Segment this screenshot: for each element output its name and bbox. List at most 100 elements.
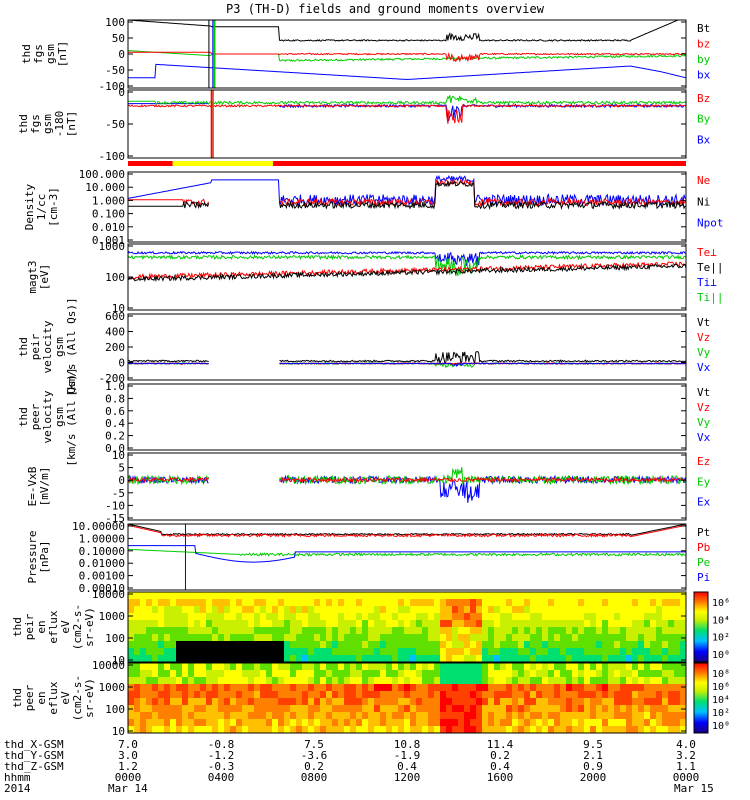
panel-frame [127,243,687,311]
panel-5: 600 400 200 0 -200 thd peir velocity gsm [km/s (A… [17,297,711,396]
y-axis-label: [nT] [65,111,78,138]
panel-10: 10⁸ 10⁶ 10⁴ 10² 10⁰ 10000 1000 100 10 thd peer en ef… [11,659,730,738]
legend-entry: Vx [697,431,711,444]
legend-entry: Pt [697,526,710,539]
x-tick-label: 2.1 [583,749,603,762]
y-tick-label: 10 [112,654,125,667]
x-tick-label: 3.2 [676,749,696,762]
x-tick-label: -0.3 [208,760,235,773]
x-tick-label: 1.2 [118,760,138,773]
y-tick-label: 0 [118,86,125,99]
panel-content [128,592,686,662]
panel-frame [127,452,687,521]
y-tick-label: -50 [105,118,125,131]
y-tick-label: -100 [99,80,126,93]
x-tick-label: -3.6 [301,749,328,762]
legend-entry: Ne [697,174,710,187]
colorbar [693,662,709,734]
legend-entry: Ti⊥ [697,276,717,289]
y-tick-label: 100 [105,632,125,645]
y-tick-label: 1.0 [105,380,125,393]
y-tick-label: -5 [112,487,125,500]
panel-content [128,90,686,158]
legend-entry: Bz [697,92,710,105]
y-tick-label: 0.4 [105,417,125,430]
y-axis-label: E=-VxB [26,466,39,506]
y-tick-label: 0.8 [105,392,125,405]
colorbar-tick-label: 10² [712,633,730,644]
y-tick-label: 0 [118,357,125,370]
y-axis-label: sr-eV) [83,607,96,647]
x-tick-label: 7.5 [304,738,324,751]
y-axis-label: eflux [47,610,60,643]
panel-9: 10⁶ 10⁴ 10² 10⁰ 10000 1000 100 10 thd peir en eflux… [11,588,730,667]
legend-entry: Vz [697,401,710,414]
legend-entry: bx [697,69,711,82]
y-tick-label: 600 [105,310,125,323]
y-tick-label: 0.0 [105,442,125,455]
x-tick-label: 2000 [580,771,607,784]
y-axis-label: velocity [41,390,54,443]
series-line [128,103,686,124]
colorbar-tick-label: 10⁰ [712,721,730,732]
x-row-label: thd_Y-GSM [4,749,64,762]
legend-entry: Vt [697,386,710,399]
colorbar-tick-label: 10² [712,708,730,719]
y-axis-label: fgs [32,44,45,64]
y-axis-label: [nT] [56,41,69,68]
y-axis-label: thd [17,114,30,134]
y-axis-label: Density [23,183,36,230]
y-axis-label: sr-eV) [83,678,96,718]
x-tick-label: 0400 [208,771,235,784]
date-start: Mar 14 [108,782,148,795]
y-axis-label: [cm-3] [47,187,60,227]
x-tick-label: -1.2 [208,749,235,762]
y-axis-label: gsm [41,114,54,134]
legend-entry: bz [697,38,710,51]
y-tick-label: 200 [105,341,125,354]
series-line [128,95,686,106]
x-tick-label: 11.4 [487,738,514,751]
x-tick-label: 9.5 [583,738,603,751]
y-tick-label: 0.00010 [79,582,125,595]
y-axis-label: [km/s (All Qs)] [65,297,78,396]
y-tick-label: 1000 [99,240,126,253]
x-tick-label: 7.0 [118,738,138,751]
y-axis-label: peir [23,613,36,640]
series-line [128,545,686,563]
series-line [128,524,686,536]
y-tick-label: 0.01000 [79,557,125,570]
y-axis-label: [nPa] [38,540,51,573]
panel-2: 0 -50 -100 thd fgs gsm -180 [nT] Bz By Bx [17,86,711,163]
legend-entry: Vz [697,331,710,344]
y-tick-label: 0.6 [105,405,125,418]
y-axis-label: [mV/m] [38,467,51,507]
panel-content [128,663,686,733]
y-axis-label: fgs [29,114,42,134]
legend-entry: Ez [697,455,710,468]
x-axis-labels: 7.0 -0.8 7.5 10.8 11.4 9.5 4.03.0 -1.2 -3.6 -1.9 0… [4,738,714,795]
y-axis-label: magt3 [26,260,39,293]
colorbar-tick-label: 10⁴ [712,615,730,626]
y-axis-label: thd [20,44,33,64]
colorbar-tick-label: 10⁸ [712,669,730,680]
y-tick-label: 10.00000 [72,520,125,533]
y-tick-label: -200 [99,372,126,385]
y-tick-label: -50 [105,64,125,77]
legend-entry: Pb [697,541,710,554]
x-tick-label: 1.1 [676,760,696,773]
x-tick-label: 0.4 [397,760,417,773]
legend-entry: Vy [697,416,711,429]
series-line [128,254,686,277]
y-axis-label: Pressure [26,531,39,584]
y-axis-label: eV [59,691,72,705]
y-tick-label: 400 [105,326,125,339]
figure-title: P3 (TH-D) fields and ground moments over… [226,2,545,16]
panel-frame [127,313,687,381]
y-axis-label: (cm2-s- [71,675,84,721]
y-axis-label: (cm2-s- [71,604,84,650]
mode-bar [128,161,686,166]
